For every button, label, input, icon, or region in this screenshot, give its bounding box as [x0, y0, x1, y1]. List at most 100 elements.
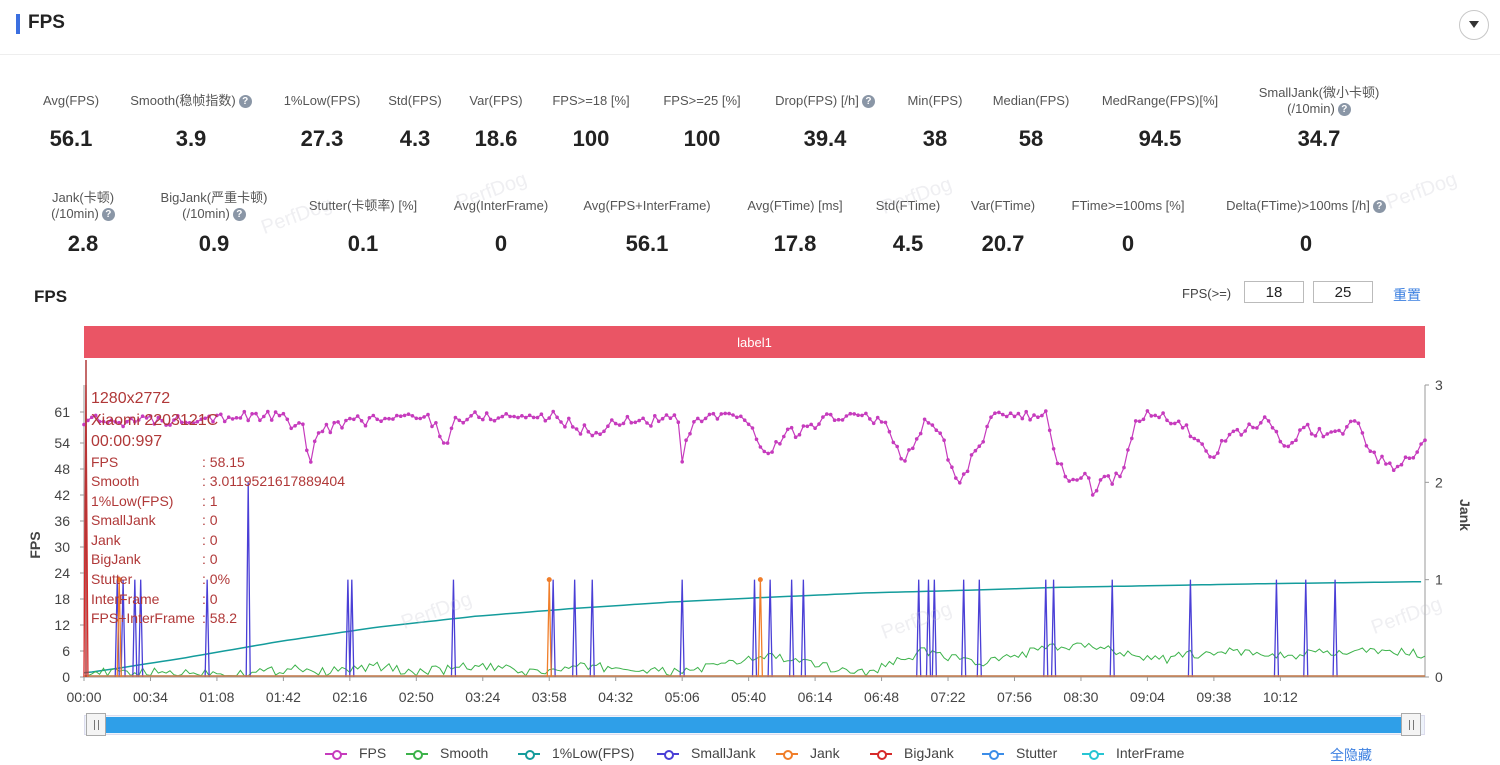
fps-point — [398, 414, 403, 419]
fps-point — [918, 431, 923, 436]
fps-point — [1059, 462, 1064, 466]
tooltip-value: : 0 — [202, 551, 218, 568]
fps-point — [441, 441, 446, 445]
fps-point — [699, 419, 704, 424]
fps-point — [817, 422, 821, 426]
help-icon[interactable]: ? — [1372, 200, 1386, 214]
series-smooth-line — [84, 642, 1426, 677]
tooltip-key: Smooth — [91, 473, 140, 490]
fps-point — [801, 424, 806, 428]
help-icon[interactable]: ? — [1337, 103, 1351, 117]
fps-point — [555, 415, 559, 420]
fps-point — [301, 422, 305, 427]
collapse-button[interactable] — [1459, 10, 1489, 40]
fps-point — [977, 444, 982, 449]
fps-point — [961, 472, 966, 476]
fps-point — [942, 438, 946, 443]
fps-point — [226, 415, 231, 420]
fps-point — [500, 414, 505, 419]
fps-point — [965, 469, 970, 474]
zoom-handle-left[interactable] — [86, 713, 106, 736]
fps-point — [1075, 478, 1079, 482]
fps-point — [1145, 409, 1150, 413]
fps-point — [930, 423, 935, 427]
legend-label: FPS — [359, 745, 387, 761]
fps-point — [453, 415, 458, 420]
legend-label: Jank — [810, 745, 840, 761]
fps-point — [653, 414, 657, 418]
fps-point — [160, 418, 164, 423]
stat-label: 1%Low(FPS) — [283, 93, 361, 108]
fps-point — [727, 411, 731, 416]
tooltip-key: FPS — [91, 453, 119, 470]
x-tick-label: 06:14 — [798, 689, 833, 705]
legend-item-stutter[interactable]: Stutter — [982, 745, 1057, 761]
fps-point — [211, 419, 215, 424]
fps-point — [293, 424, 297, 428]
legend-item-1-low-fps-[interactable]: 1%Low(FPS) — [518, 745, 634, 761]
help-icon[interactable]: ? — [232, 208, 246, 222]
smalljank-spike — [1109, 579, 1115, 678]
help-icon[interactable]: ? — [861, 95, 875, 109]
help-icon[interactable]: ? — [101, 208, 115, 222]
fps-point — [1040, 413, 1044, 418]
fps-point — [836, 417, 841, 422]
zoom-slider-range[interactable] — [106, 717, 1401, 733]
fps-point — [250, 412, 254, 416]
fps-point — [430, 424, 434, 429]
fps-point — [1298, 428, 1302, 432]
x-tick-label: 03:58 — [532, 689, 567, 705]
hide-all-link[interactable]: 全隐藏 — [1330, 747, 1372, 763]
fps-point — [547, 416, 551, 420]
fps-point — [582, 423, 587, 427]
jank-spike-marker — [546, 577, 552, 583]
reset-link[interactable]: 重置 — [1393, 287, 1421, 303]
fps-point — [516, 415, 520, 420]
legend-item-fps[interactable]: FPS — [325, 745, 386, 761]
fps-point — [617, 423, 622, 427]
label-bar[interactable]: label1 — [84, 326, 1425, 358]
fps-point — [426, 412, 430, 417]
help-icon[interactable]: ? — [238, 95, 252, 109]
fps-point — [1403, 455, 1408, 460]
legend-item-smalljank[interactable]: SmallJank — [657, 745, 756, 761]
threshold-input-2[interactable] — [1313, 281, 1373, 303]
fps-point — [1102, 474, 1107, 479]
fps-point — [129, 416, 133, 421]
fps-point — [363, 423, 368, 428]
fps-point — [778, 442, 782, 446]
fps-point — [1247, 422, 1251, 427]
stat-value: 56.1 — [49, 126, 93, 151]
legend-item-bigjank[interactable]: BigJank — [870, 745, 954, 761]
fps-point — [625, 414, 630, 419]
tooltip-rows: FPS: 58.15 Smooth: 3.0119521617889404 1%Lo… — [91, 453, 345, 629]
fps-point — [656, 419, 661, 424]
label-bar-text: label1 — [737, 334, 772, 350]
x-tick-label: 09:38 — [1196, 689, 1231, 705]
zoom-handle-right[interactable] — [1401, 713, 1421, 736]
fps-point — [1055, 461, 1060, 466]
legend-item-jank[interactable]: Jank — [776, 745, 840, 761]
legend-item-interframe[interactable]: InterFrame — [1082, 745, 1184, 761]
fps-point — [496, 416, 501, 420]
legend-swatch — [325, 749, 347, 761]
fps-point — [989, 415, 993, 420]
tooltip-value: : 58.15 — [202, 453, 245, 470]
fps-point — [1137, 419, 1142, 424]
x-tick-label: 06:48 — [864, 689, 899, 705]
fps-point — [813, 426, 817, 431]
fps-point — [621, 421, 626, 426]
fps-point — [637, 418, 641, 423]
stat-label-line: MedRange(FPS)[%] — [1070, 93, 1250, 109]
stat-value: 17.8 — [773, 231, 817, 256]
fps-point — [758, 445, 763, 449]
fps-point — [297, 421, 301, 425]
fps-point — [434, 421, 438, 425]
legend-item-smooth[interactable]: Smooth — [406, 745, 488, 761]
fps-point — [1388, 461, 1392, 466]
stat-value: 4.5 — [892, 231, 924, 256]
fps-point — [938, 431, 942, 436]
fps-point — [1184, 423, 1189, 427]
threshold-input-1[interactable] — [1244, 281, 1304, 303]
